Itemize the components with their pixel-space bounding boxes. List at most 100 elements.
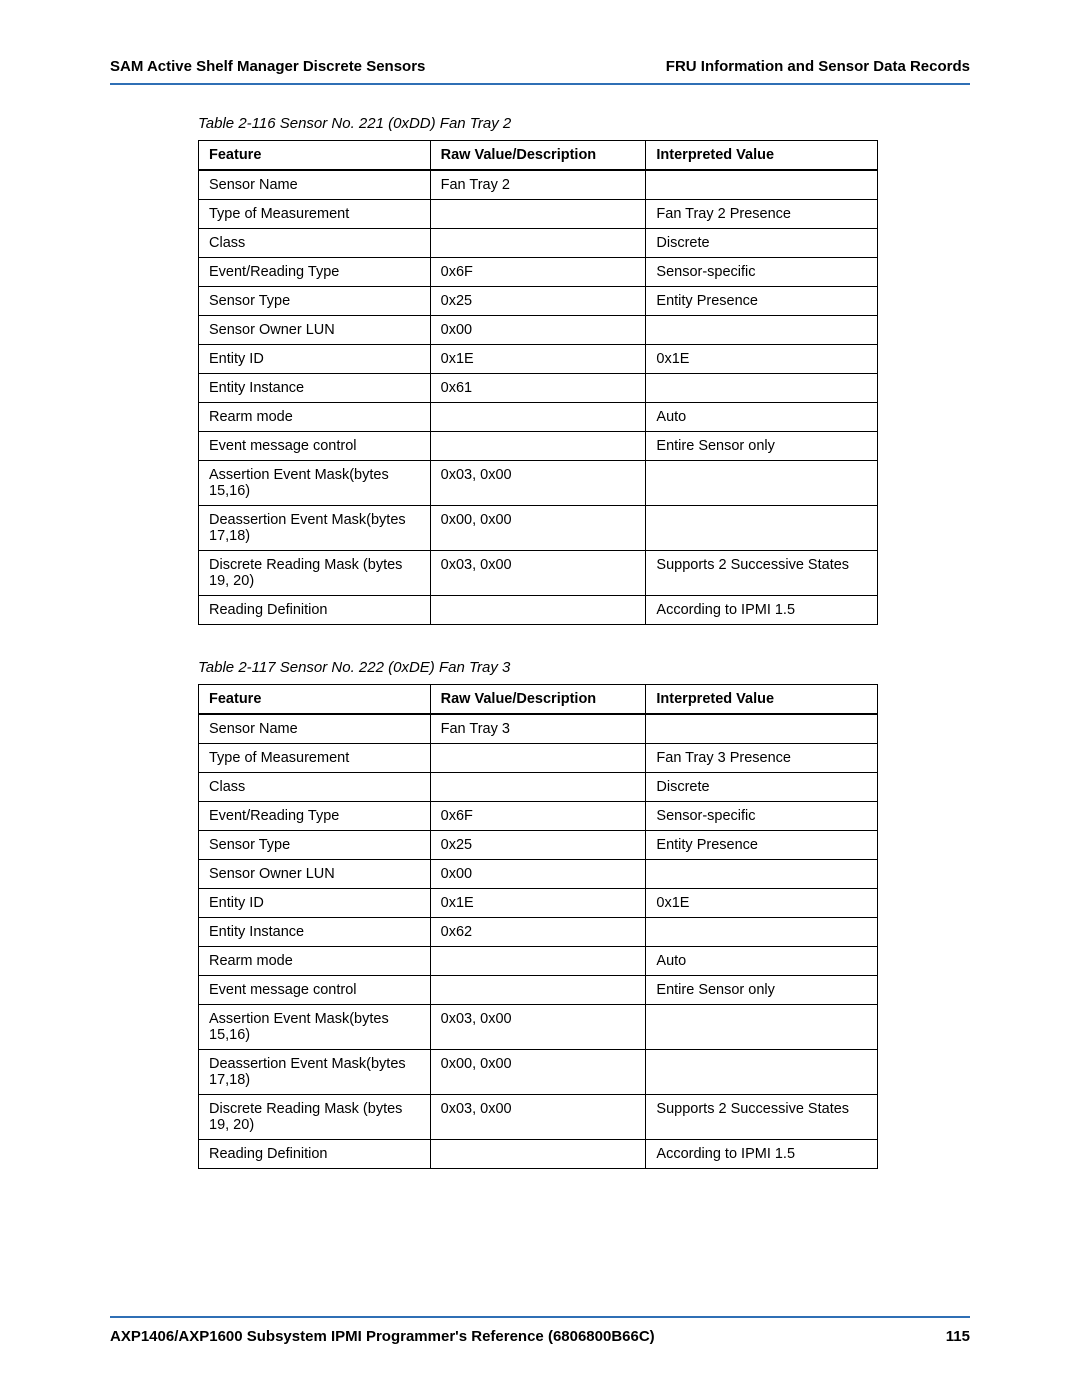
table-cell: 0x1E xyxy=(430,889,646,918)
table-cell xyxy=(646,374,878,403)
table-row: Deassertion Event Mask(bytes 17,18)0x00,… xyxy=(199,1050,878,1095)
table-cell: 0x00 xyxy=(430,860,646,889)
table-cell: Sensor Type xyxy=(199,831,431,860)
table-cell xyxy=(646,1005,878,1050)
table-cell: 0x6F xyxy=(430,258,646,287)
table-cell: Sensor Owner LUN xyxy=(199,316,431,345)
table-cell: 0x25 xyxy=(430,287,646,316)
table-cell: Type of Measurement xyxy=(199,744,431,773)
header-left: SAM Active Shelf Manager Discrete Sensor… xyxy=(110,58,425,75)
table-header-cell: Raw Value/Description xyxy=(430,685,646,715)
footer-left: AXP1406/AXP1600 Subsystem IPMI Programme… xyxy=(110,1328,655,1345)
table-cell: Supports 2 Successive States xyxy=(646,551,878,596)
table-row: Event message control Entire Sensor only xyxy=(199,432,878,461)
table-row: Rearm modeAuto xyxy=(199,403,878,432)
table-cell xyxy=(646,714,878,744)
header-rule xyxy=(110,83,970,85)
table-cell: Sensor Owner LUN xyxy=(199,860,431,889)
table-cell: Fan Tray 3 xyxy=(430,714,646,744)
table-cell: Entity Presence xyxy=(646,831,878,860)
table-header-cell: Raw Value/Description xyxy=(430,141,646,171)
table-cell: Sensor-specific xyxy=(646,802,878,831)
table-cell: 0x25 xyxy=(430,831,646,860)
table-cell xyxy=(646,860,878,889)
table-cell xyxy=(430,596,646,625)
footer-right: 115 xyxy=(946,1328,970,1345)
table-row: Deassertion Event Mask(bytes 17,18)0x00,… xyxy=(199,506,878,551)
table-row: Class Discrete xyxy=(199,229,878,258)
table-cell: Event message control xyxy=(199,976,431,1005)
table-cell: Deassertion Event Mask(bytes 17,18) xyxy=(199,1050,431,1095)
table-cell: 0x6F xyxy=(430,802,646,831)
table-cell xyxy=(430,403,646,432)
table-cell: 0x03, 0x00 xyxy=(430,1005,646,1050)
table-cell: Class xyxy=(199,229,431,258)
table-header-cell: Feature xyxy=(199,141,431,171)
table-cell: 0x00 xyxy=(430,316,646,345)
table-cell: Assertion Event Mask(bytes 15,16) xyxy=(199,1005,431,1050)
table-header-cell: Interpreted Value xyxy=(646,141,878,171)
page-footer: AXP1406/AXP1600 Subsystem IPMI Programme… xyxy=(110,1316,970,1345)
table-header-cell: Interpreted Value xyxy=(646,685,878,715)
table-cell xyxy=(646,1050,878,1095)
table-cell: Event/Reading Type xyxy=(199,258,431,287)
table-cell: 0x1E xyxy=(646,889,878,918)
table-cell: Reading Definition xyxy=(199,596,431,625)
table-row: Sensor Owner LUN0x00 xyxy=(199,316,878,345)
table-cell: Auto xyxy=(646,947,878,976)
table-row: Type of Measurement Fan Tray 2 Presence xyxy=(199,200,878,229)
table-cell: Assertion Event Mask(bytes 15,16) xyxy=(199,461,431,506)
table-cell: Class xyxy=(199,773,431,802)
table-row: Reading Definition According to IPMI 1.5 xyxy=(199,1140,878,1169)
table-cell: 0x03, 0x00 xyxy=(430,1095,646,1140)
table-cell: Fan Tray 2 xyxy=(430,170,646,200)
table-cell: Event/Reading Type xyxy=(199,802,431,831)
table-row: Sensor Type0x25Entity Presence xyxy=(199,831,878,860)
header-right: FRU Information and Sensor Data Records xyxy=(666,58,970,75)
table-cell: Auto xyxy=(646,403,878,432)
table-cell: Discrete xyxy=(646,773,878,802)
table-cell: Sensor Name xyxy=(199,714,431,744)
table-cell: Type of Measurement xyxy=(199,200,431,229)
table-cell: Entire Sensor only xyxy=(646,432,878,461)
table-cell xyxy=(646,918,878,947)
table-row: Event/Reading Type0x6FSensor-specific xyxy=(199,802,878,831)
table-cell: Sensor-specific xyxy=(646,258,878,287)
table-cell: 0x1E xyxy=(646,345,878,374)
table-cell xyxy=(430,947,646,976)
table-cell: 0x00, 0x00 xyxy=(430,506,646,551)
table-row: Entity Instance0x62 xyxy=(199,918,878,947)
table-cell: Reading Definition xyxy=(199,1140,431,1169)
table-cell: Sensor Type xyxy=(199,287,431,316)
table-cell xyxy=(430,744,646,773)
table-cell: Supports 2 Successive States xyxy=(646,1095,878,1140)
table-row: Discrete Reading Mask (bytes 19, 20)0x03… xyxy=(199,551,878,596)
table-cell xyxy=(646,316,878,345)
table-cell: According to IPMI 1.5 xyxy=(646,1140,878,1169)
table-row: Discrete Reading Mask (bytes 19, 20)0x03… xyxy=(199,1095,878,1140)
table-cell xyxy=(430,432,646,461)
table-cell: Entity Instance xyxy=(199,374,431,403)
table-row: Sensor Type0x25Entity Presence xyxy=(199,287,878,316)
page-header: SAM Active Shelf Manager Discrete Sensor… xyxy=(110,58,970,83)
table-row: Entity ID0x1E0x1E xyxy=(199,345,878,374)
table-row: Sensor Owner LUN0x00 xyxy=(199,860,878,889)
table-row: Sensor NameFan Tray 3 xyxy=(199,714,878,744)
table-cell: According to IPMI 1.5 xyxy=(646,596,878,625)
table-cell xyxy=(430,200,646,229)
footer-rule xyxy=(110,1316,970,1318)
table-cell: Discrete Reading Mask (bytes 19, 20) xyxy=(199,1095,431,1140)
table-caption: Table 2-116 Sensor No. 221 (0xDD) Fan Tr… xyxy=(198,115,970,132)
table-cell: Fan Tray 2 Presence xyxy=(646,200,878,229)
sensor-table: FeatureRaw Value/DescriptionInterpreted … xyxy=(198,140,878,625)
table-cell: Discrete xyxy=(646,229,878,258)
table-row: Entity ID0x1E0x1E xyxy=(199,889,878,918)
table-cell: Discrete Reading Mask (bytes 19, 20) xyxy=(199,551,431,596)
table-cell xyxy=(646,506,878,551)
table-cell: Entity Instance xyxy=(199,918,431,947)
table-cell: Fan Tray 3 Presence xyxy=(646,744,878,773)
table-cell: Event message control xyxy=(199,432,431,461)
table-row: Reading Definition According to IPMI 1.5 xyxy=(199,596,878,625)
table-cell: 0x03, 0x00 xyxy=(430,551,646,596)
table-row: Assertion Event Mask(bytes 15,16)0x03, 0… xyxy=(199,1005,878,1050)
